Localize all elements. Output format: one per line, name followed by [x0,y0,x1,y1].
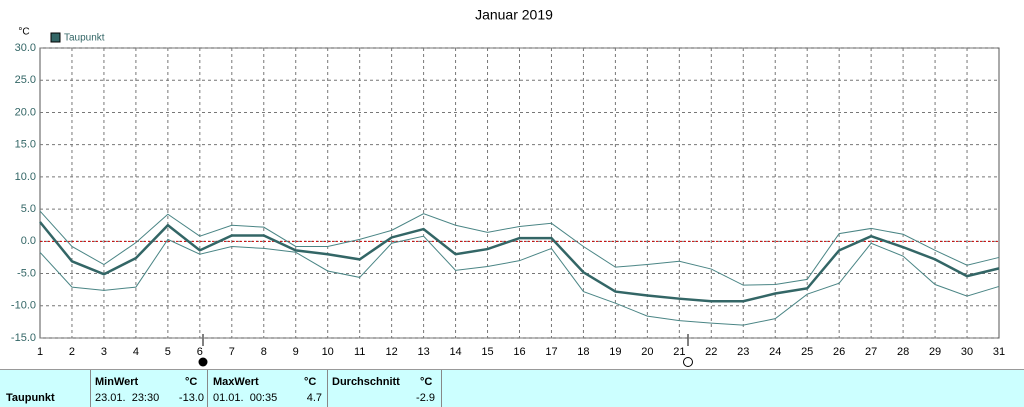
header: MaxWert [213,376,259,388]
y-tick-label: 0.0 [21,235,36,247]
legend-swatch [50,32,61,43]
x-tick-label: 19 [609,346,621,358]
x-tick-label: 27 [865,346,877,358]
x-tick-label: 3 [101,346,107,358]
unit: °C [304,376,317,388]
x-tick-label: 29 [929,346,941,358]
summary-table: Taupunkt MinWert °C 23.01. 23:30 -13.0 M… [0,369,1024,407]
chart-title: Januar 2019 [475,7,553,23]
line [39,210,1000,286]
x-tick-label: 23 [737,346,749,358]
x-tick-label: 4 [133,346,139,358]
value: -13.0 [178,392,204,404]
y-tick-label: 30.0 [15,42,36,54]
y-tick-label: -15.0 [11,332,36,344]
x-tick-label: 21 [673,346,685,358]
y-tick-label: 20.0 [15,106,36,118]
value: 4.7 [306,392,322,404]
x-tick-label: 5 [165,346,171,358]
unit: °C [185,376,198,388]
x-tick-label: 6 [197,346,203,358]
x-tick-label: 16 [513,346,525,358]
moon-full [198,357,208,367]
time: 01.01. 00:35 [213,392,278,404]
y-unit: °C [18,27,29,38]
header: MinWert [95,376,139,388]
x-tick-label: 11 [354,346,365,358]
x-tick-label: 10 [322,346,334,358]
x-tick-label: 30 [961,346,973,358]
y-tick-label: 5.0 [21,203,36,215]
unit: °C [420,376,433,388]
moon-new [683,357,693,367]
time: 23.01. 23:30 [95,392,160,404]
x-tick-label: 12 [386,346,398,358]
x-tick-label: 18 [577,346,589,358]
x-tick-label: 20 [641,346,653,358]
y-tick-label: 25.0 [15,74,36,86]
y-tick-label: -10.0 [11,300,36,312]
chart: Januar 2019 °C Taupunkt -15.0 -10.0 -5.0 0.… [11,7,1005,367]
line [39,235,1000,326]
x-tick-label: 25 [801,346,813,358]
header: Durchschnitt [332,376,400,388]
x-tick-label: 24 [769,346,781,358]
x-tick-label: 7 [229,346,235,358]
x-tick-label: 1 [37,346,43,358]
x-tick-label: 13 [417,346,429,358]
legend-label: Taupunkt [64,33,105,44]
value: -2.9 [416,392,435,404]
x-tick-label: 31 [993,346,1005,358]
x-tick-label: 17 [545,346,557,358]
x-tick-label: 28 [897,346,909,358]
x-tick-label: 22 [705,346,717,358]
row-label: Taupunkt [6,392,55,404]
y-tick-label: -5.0 [17,267,36,279]
x-tick-label: 8 [261,346,267,358]
x-tick-label: 9 [293,346,299,358]
x-tick-label: 14 [449,346,461,358]
x-tick-label: 26 [833,346,845,358]
y-tick-label: 10.0 [15,171,36,183]
x-tick-label: 2 [69,346,75,358]
y-tick-label: 15.0 [15,139,36,151]
x-tick-label: 15 [481,346,493,358]
line [39,221,1000,303]
